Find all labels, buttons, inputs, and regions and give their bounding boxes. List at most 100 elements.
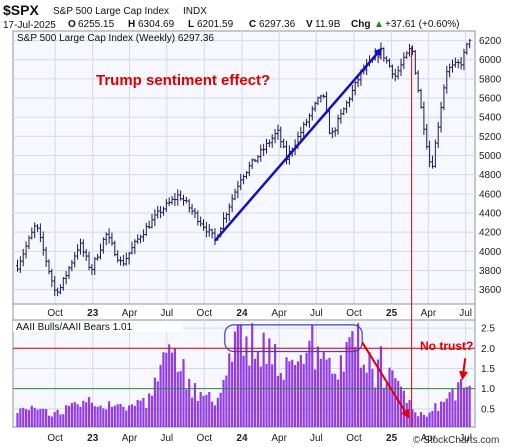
highlight-box xyxy=(224,324,363,353)
aaii-bar xyxy=(259,366,262,427)
x-tick-label: Jul xyxy=(459,433,472,444)
x-tick-label: Apr xyxy=(122,308,138,319)
price-y-tick-label: 5600 xyxy=(479,94,502,105)
price-y-tick-label: 4000 xyxy=(479,247,502,258)
x-tick-label: 24 xyxy=(236,308,248,319)
aaii-bar xyxy=(351,331,354,427)
x-tick-label: Jul xyxy=(310,308,323,319)
close-label: C xyxy=(249,19,256,30)
aaii-bar xyxy=(305,352,308,427)
aaii-bar xyxy=(139,400,142,427)
high-label: H xyxy=(128,19,135,30)
x-tick-label: Apr xyxy=(271,433,287,444)
x-tick-label: Apr xyxy=(421,308,437,319)
quote-date: 17-Jul-2025 xyxy=(3,20,56,31)
aaii-bar xyxy=(211,401,214,427)
price-y-tick-label: 3600 xyxy=(479,285,502,296)
upper-x-ticks: Oct 23 Apr Jul Oct 24 Apr Jul Oct 25 Apr Jul xyxy=(47,308,472,319)
aaii-bar xyxy=(414,412,417,427)
aaii-bar xyxy=(53,412,56,427)
x-tick-label: Oct xyxy=(197,308,213,319)
aaii-bar xyxy=(282,379,285,427)
aaii-bar xyxy=(408,399,411,427)
aaii-bar xyxy=(176,371,179,427)
aaii-bar xyxy=(394,378,397,427)
aaii-bar xyxy=(354,346,357,427)
aaii-bar xyxy=(328,357,331,427)
x-tick-label: Oct xyxy=(346,308,362,319)
aaii-y-tick-label: 2.5 xyxy=(481,324,495,335)
aaii-bar xyxy=(285,357,288,427)
aaii-bar xyxy=(73,402,76,427)
high-value: 6304.69 xyxy=(138,19,175,30)
aaii-bar xyxy=(165,352,168,427)
aaii-bar xyxy=(434,403,437,427)
x-tick-label: Apr xyxy=(421,433,437,444)
aaii-bar xyxy=(188,379,191,427)
aaii-bar xyxy=(445,398,448,427)
aaii-bar xyxy=(213,405,217,427)
price-y-tick-label: 3800 xyxy=(479,266,502,277)
aaii-bar xyxy=(65,405,68,427)
volume-value: 11.9B xyxy=(315,19,341,30)
aaii-bar xyxy=(56,409,59,427)
aaii-bar xyxy=(105,409,108,427)
aaii-bar xyxy=(190,397,194,427)
change-arrow-icon: ▲ xyxy=(374,19,384,30)
aaii-bar xyxy=(153,377,156,427)
aaii-bar xyxy=(451,388,454,427)
price-y-tick-label: 6200 xyxy=(479,36,502,47)
aaii-bar xyxy=(419,412,423,427)
aaii-bar xyxy=(202,395,205,427)
aaii-bar xyxy=(45,409,48,427)
aaii-bar xyxy=(199,391,202,427)
aaii-bar xyxy=(133,405,136,427)
aaii-bar xyxy=(331,373,334,427)
symbol: $SPX xyxy=(3,2,39,18)
low-label: L xyxy=(188,19,194,30)
aaii-bar xyxy=(342,371,345,427)
aaii-bar xyxy=(442,402,446,427)
aaii-bar xyxy=(59,414,62,427)
aaii-bar xyxy=(27,410,31,427)
x-tick-label: Oct xyxy=(47,308,63,319)
open-label: O xyxy=(68,19,76,30)
aaii-bar xyxy=(248,365,251,427)
aaii-bar xyxy=(145,407,148,427)
sentiment-drop-arrow xyxy=(361,341,410,419)
aaii-bar xyxy=(85,402,88,427)
aaii-bar xyxy=(468,385,471,427)
aaii-bar xyxy=(265,363,268,427)
index-name: S&P 500 Large Cap Index xyxy=(53,6,169,17)
aaii-bar xyxy=(448,392,451,427)
aaii-bar xyxy=(457,382,460,427)
x-tick-label: Oct xyxy=(47,433,63,444)
aaii-bar xyxy=(79,406,82,427)
price-y-tick-label: 4400 xyxy=(479,209,502,220)
aaii-bar xyxy=(385,383,388,427)
aaii-bar xyxy=(62,414,65,427)
no-trust-arrow xyxy=(459,358,468,381)
lower-x-ticks: Oct 23 Apr Jul Oct 24 Apr Jul Oct 25 Apr Jul xyxy=(47,433,472,444)
aaii-bar xyxy=(219,392,222,427)
aaii-title-backdrop xyxy=(13,321,183,332)
aaii-bar xyxy=(125,410,128,427)
x-tick-label: 25 xyxy=(386,433,398,444)
aaii-bar xyxy=(33,407,36,427)
x-tick-label: Oct xyxy=(197,433,213,444)
low-value: 6201.59 xyxy=(197,19,234,30)
aaii-bar xyxy=(122,406,125,427)
aaii-bar xyxy=(382,387,385,427)
price-y-tick-label: 5200 xyxy=(479,132,502,143)
price-y-tick-label: 5800 xyxy=(479,74,502,85)
aaii-bar xyxy=(116,404,119,427)
x-tick-label: Jul xyxy=(160,308,173,319)
aaii-bar xyxy=(253,358,257,427)
aaii-bar xyxy=(256,351,260,427)
aaii-bar xyxy=(428,412,431,427)
aaii-bar xyxy=(225,375,228,427)
aaii-bar xyxy=(316,346,320,427)
price-y-tick-label: 5000 xyxy=(479,151,502,162)
aaii-bar xyxy=(371,368,374,427)
